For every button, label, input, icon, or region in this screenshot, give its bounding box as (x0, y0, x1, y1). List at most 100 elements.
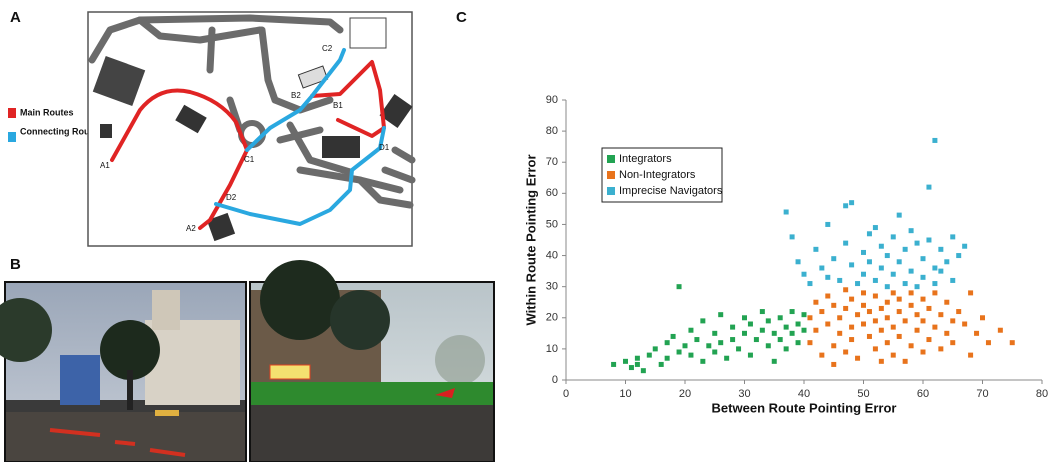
point (712, 350, 717, 355)
point (665, 356, 670, 361)
point (837, 278, 842, 283)
point (885, 340, 890, 345)
point (611, 362, 616, 367)
point (873, 318, 878, 323)
legend-swatch (8, 132, 16, 142)
point (944, 300, 949, 305)
point (778, 315, 783, 320)
map-label: A2 (186, 224, 196, 233)
point (926, 337, 931, 342)
x-tick-label: 10 (619, 388, 631, 400)
point (712, 331, 717, 336)
point (653, 346, 658, 351)
point (784, 210, 789, 215)
point (736, 346, 741, 351)
point (718, 340, 723, 345)
map-label: B2 (291, 91, 301, 100)
y-tick-label: 90 (546, 94, 558, 106)
y-tick-label: 30 (546, 281, 558, 293)
y-tick-label: 50 (546, 218, 558, 230)
point (950, 340, 955, 345)
point (813, 328, 818, 333)
scene-image (0, 282, 246, 462)
point (903, 318, 908, 323)
point (909, 228, 914, 233)
point (897, 309, 902, 314)
point (867, 259, 872, 264)
point (885, 253, 890, 258)
point (683, 343, 688, 348)
point (766, 343, 771, 348)
point (897, 334, 902, 339)
point (849, 325, 854, 330)
point (867, 334, 872, 339)
point (849, 200, 854, 205)
scene-image (250, 260, 494, 462)
point (897, 259, 902, 264)
x-tick-label: 0 (563, 388, 569, 400)
point (825, 322, 830, 327)
point (932, 281, 937, 286)
point (825, 294, 830, 299)
point (974, 331, 979, 336)
point (944, 259, 949, 264)
page: {"panels": {"a": "A", "b": "B", "c": "C"… (0, 0, 1052, 462)
point (790, 331, 795, 336)
point (932, 325, 937, 330)
x-tick-label: 70 (976, 388, 988, 400)
point (915, 241, 920, 246)
point (766, 318, 771, 323)
point (909, 290, 914, 295)
point (813, 247, 818, 252)
point (843, 350, 848, 355)
point (677, 284, 682, 289)
point (706, 343, 711, 348)
point (926, 185, 931, 190)
point (843, 287, 848, 292)
y-tick-label: 70 (546, 156, 558, 168)
point (938, 269, 943, 274)
point (635, 356, 640, 361)
point (825, 275, 830, 280)
point (730, 325, 735, 330)
point (718, 312, 723, 317)
point (861, 303, 866, 308)
point (885, 284, 890, 289)
point (962, 322, 967, 327)
point (825, 222, 830, 227)
point (873, 346, 878, 351)
point (909, 303, 914, 308)
legend-swatch (607, 155, 615, 163)
point (629, 365, 634, 370)
point (831, 303, 836, 308)
point (843, 203, 848, 208)
point (956, 309, 961, 314)
point (938, 247, 943, 252)
point (802, 272, 807, 277)
point (921, 297, 926, 302)
point (831, 256, 836, 261)
point (641, 368, 646, 373)
point (724, 356, 729, 361)
point (861, 272, 866, 277)
point (879, 266, 884, 271)
point (998, 328, 1003, 333)
point (843, 306, 848, 311)
point (796, 322, 801, 327)
point (688, 353, 693, 358)
point (861, 290, 866, 295)
point (915, 312, 920, 317)
map-label: D1 (379, 143, 390, 152)
point (891, 353, 896, 358)
point (748, 322, 753, 327)
legend-label: Non-Integrators (619, 169, 696, 181)
point (932, 138, 937, 143)
point (772, 359, 777, 364)
point (903, 281, 908, 286)
point (950, 318, 955, 323)
point (843, 241, 848, 246)
point (802, 328, 807, 333)
point (968, 290, 973, 295)
x-tick-label: 20 (679, 388, 691, 400)
point (754, 337, 759, 342)
